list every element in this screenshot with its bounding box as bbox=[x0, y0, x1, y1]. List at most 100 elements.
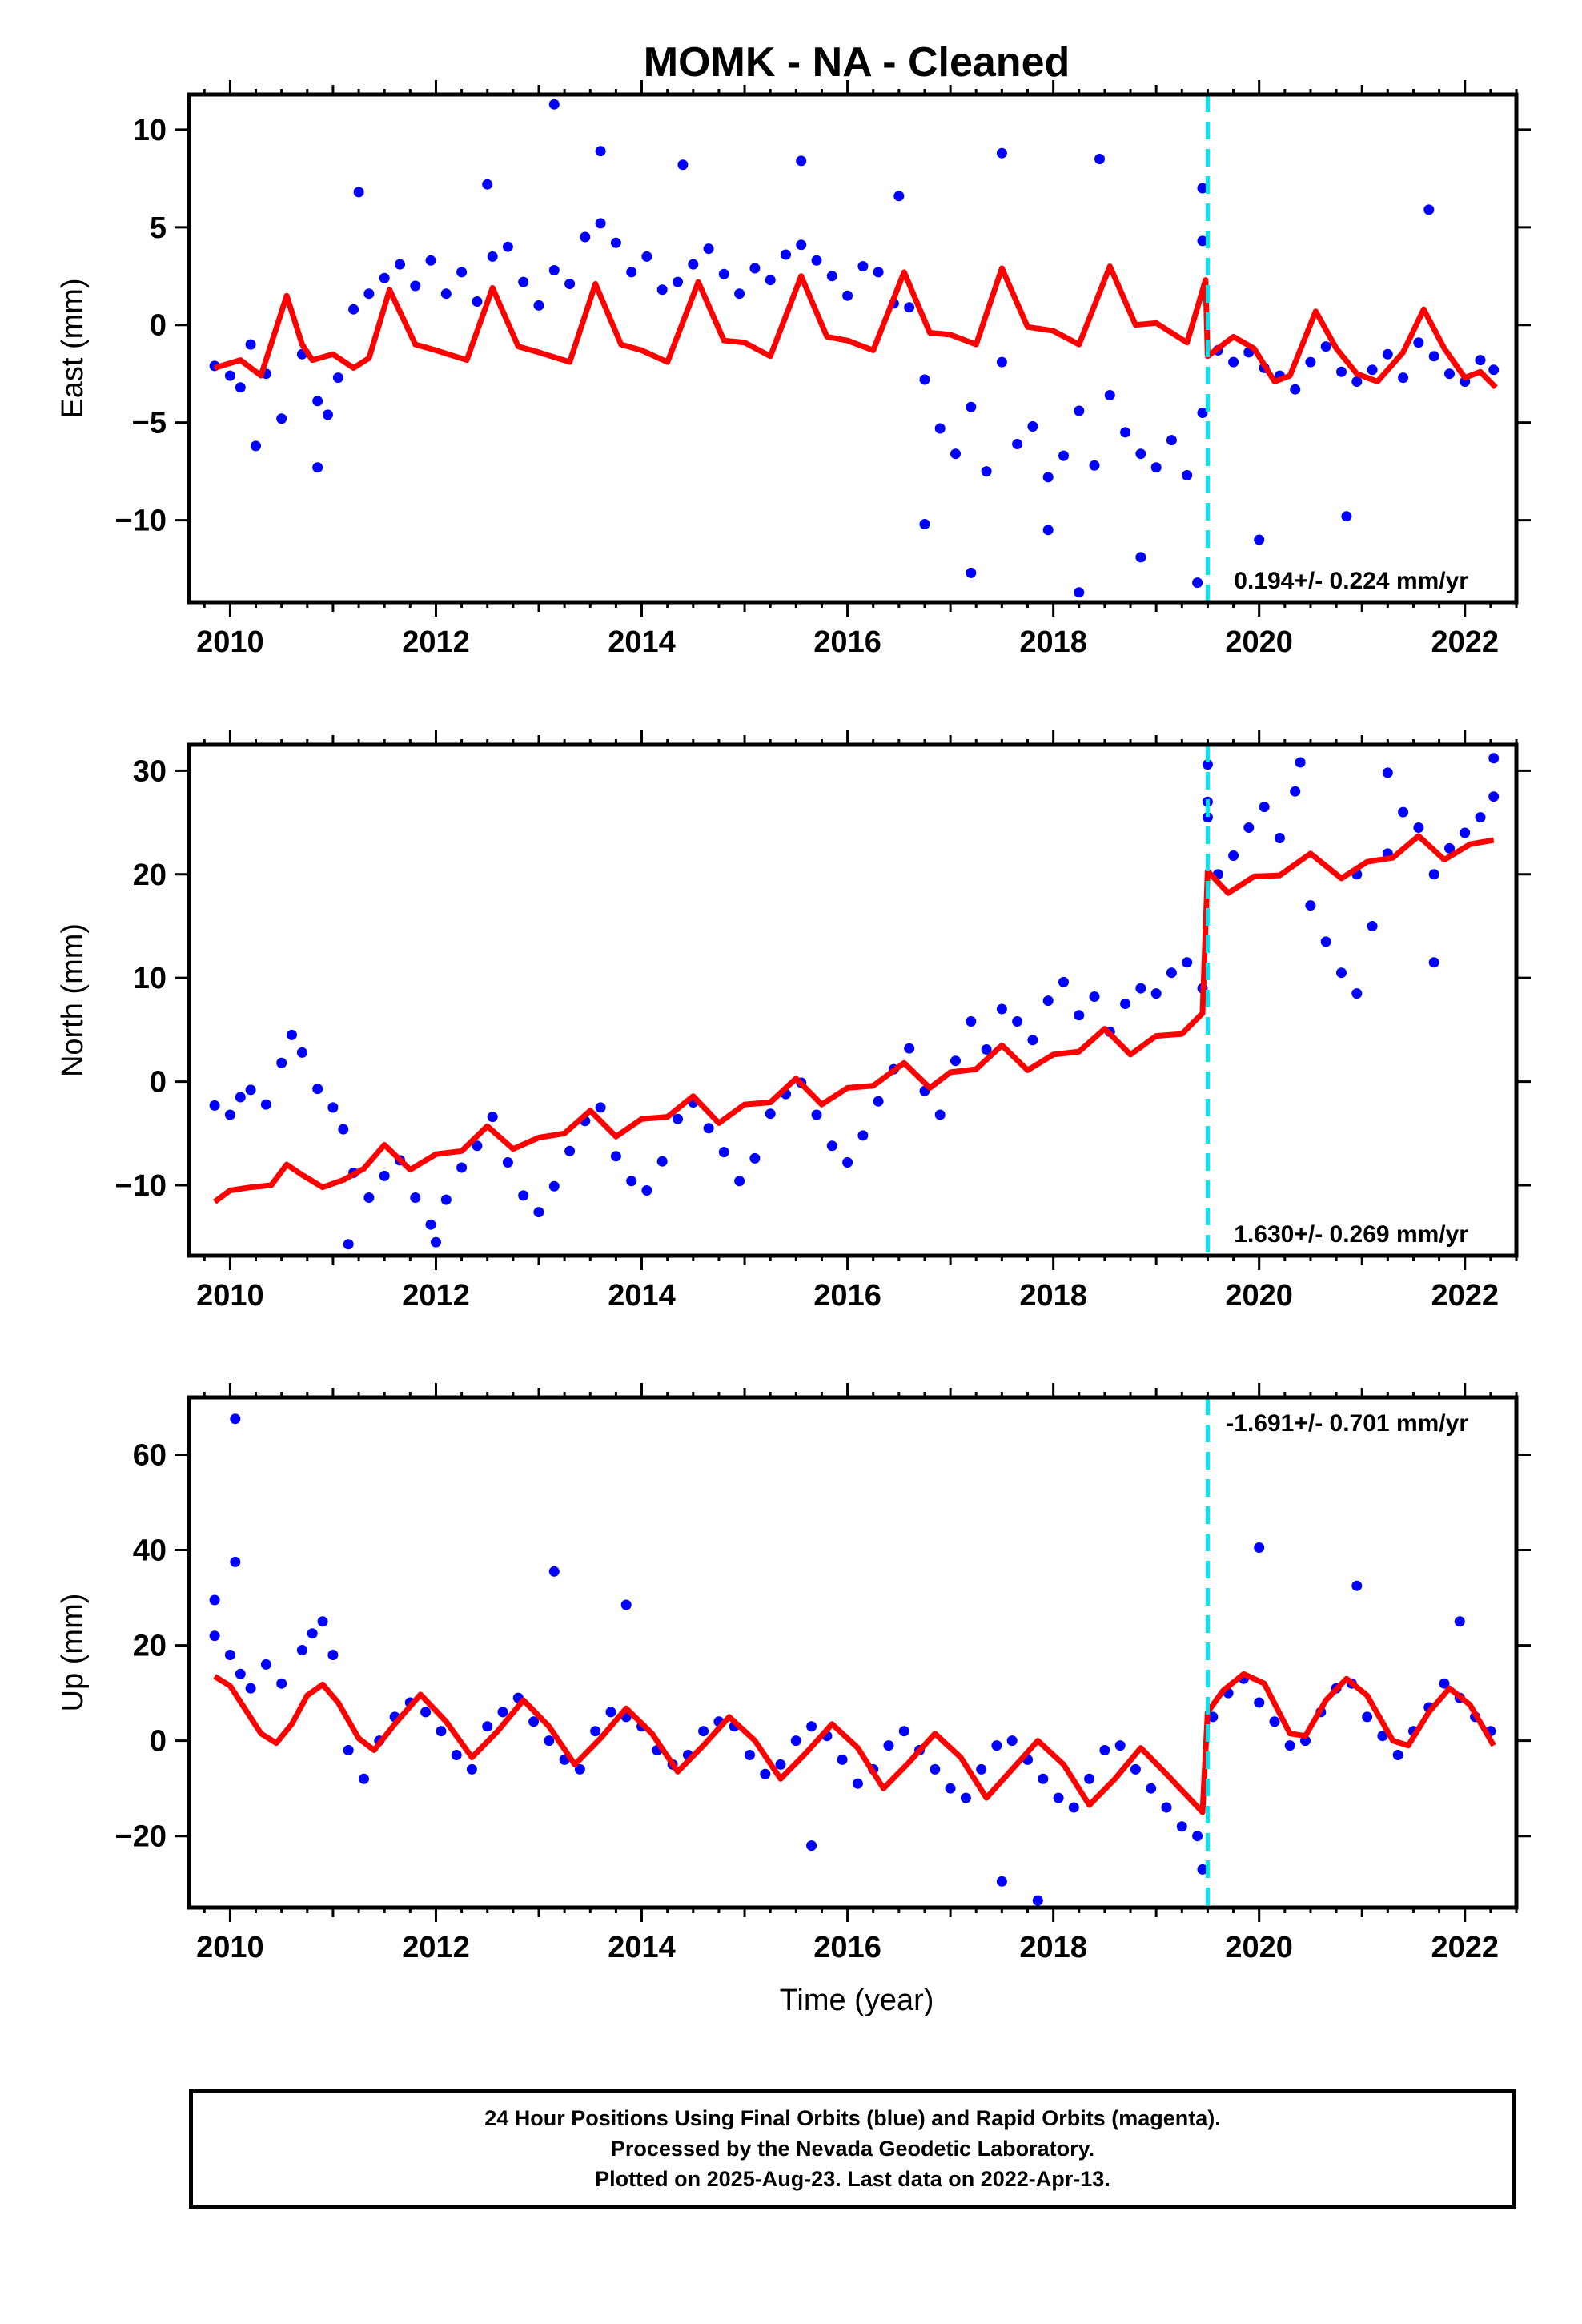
east-data-point bbox=[1166, 435, 1177, 446]
east-data-point bbox=[1475, 355, 1486, 366]
north-data-point bbox=[343, 1239, 354, 1250]
up-data-point bbox=[945, 1783, 956, 1794]
up-data-point bbox=[898, 1726, 909, 1737]
up-x-tick-label: 2012 bbox=[402, 1931, 470, 1964]
east-data-point bbox=[1135, 448, 1146, 460]
up-data-point bbox=[1377, 1731, 1388, 1742]
east-data-point bbox=[312, 462, 323, 473]
east-data-point bbox=[765, 275, 776, 286]
north-data-point bbox=[966, 1016, 977, 1027]
east-data-point bbox=[224, 370, 235, 381]
up-data-point bbox=[209, 1630, 220, 1642]
east-data-point bbox=[1423, 204, 1435, 215]
chart-title: MOMK - NA - Cleaned bbox=[644, 39, 1070, 86]
up-data-point bbox=[698, 1726, 709, 1737]
east-data-point bbox=[1398, 372, 1409, 384]
east-data-point bbox=[1197, 183, 1208, 194]
east-y-tick-label: 0 bbox=[150, 309, 167, 343]
east-data-point bbox=[1150, 462, 1162, 473]
up-y-axis-label: Up (mm) bbox=[56, 1594, 90, 1712]
east-x-tick-label: 2014 bbox=[608, 625, 676, 659]
north-data-point bbox=[1202, 812, 1213, 823]
up-data-point bbox=[466, 1763, 477, 1775]
up-data-point bbox=[544, 1735, 555, 1747]
east-data-point bbox=[410, 280, 421, 292]
up-data-point bbox=[852, 1778, 863, 1789]
north-data-point bbox=[1295, 757, 1306, 768]
up-data-point bbox=[230, 1556, 241, 1567]
up-data-point bbox=[224, 1650, 235, 1660]
up-data-point bbox=[1176, 1821, 1187, 1832]
east-data-point bbox=[981, 466, 992, 477]
east-data-point bbox=[379, 272, 390, 283]
north-data-point bbox=[410, 1192, 421, 1203]
up-data-point bbox=[760, 1768, 771, 1779]
up-data-point bbox=[1006, 1735, 1018, 1747]
north-data-point bbox=[1428, 869, 1439, 880]
east-rate-label: 0.194+/- 0.224 mm/yr bbox=[1234, 568, 1468, 594]
east-data-point bbox=[1197, 408, 1208, 418]
north-data-point bbox=[1089, 991, 1100, 1002]
east-data-point bbox=[1336, 366, 1347, 377]
north-data-point bbox=[1367, 921, 1378, 931]
up-data-point bbox=[1032, 1895, 1043, 1906]
north-data-point bbox=[287, 1029, 297, 1040]
up-data-point bbox=[1192, 1831, 1203, 1842]
north-data-point bbox=[1475, 812, 1486, 823]
x-axis-label: Time (year) bbox=[780, 1984, 934, 2017]
east-data-point bbox=[548, 99, 560, 110]
up-data-point bbox=[991, 1740, 1002, 1751]
up-frame bbox=[187, 1395, 1519, 1910]
north-data-point bbox=[564, 1145, 576, 1156]
east-data-point bbox=[1428, 351, 1439, 362]
up-data-point bbox=[605, 1707, 616, 1718]
east-data-point bbox=[548, 265, 560, 275]
east-data-point bbox=[1120, 427, 1131, 438]
east-data-point bbox=[1305, 356, 1316, 368]
up-data-point bbox=[1161, 1802, 1172, 1813]
north-data-point bbox=[1259, 802, 1270, 813]
up-x-tick-label: 2014 bbox=[608, 1931, 676, 1964]
panels-group: 2010 2012 2014 2016 2018 2020 20221050−5−10Eas… bbox=[56, 80, 1531, 1964]
up-y-tick-label: −20 bbox=[115, 1820, 167, 1854]
up-rate-label: -1.691+/- 0.701 mm/yr bbox=[1226, 1410, 1468, 1437]
north-data-point bbox=[641, 1185, 652, 1196]
up-data-point bbox=[296, 1645, 307, 1655]
up-data-point bbox=[1269, 1716, 1280, 1727]
up-data-point bbox=[1114, 1740, 1126, 1751]
north-data-point bbox=[235, 1092, 246, 1103]
up-data-point bbox=[930, 1763, 941, 1775]
north-data-point bbox=[610, 1151, 621, 1162]
north-data-point bbox=[1488, 791, 1500, 802]
east-data-point bbox=[1341, 511, 1352, 522]
north-data-point bbox=[950, 1055, 961, 1067]
north-data-point bbox=[312, 1084, 323, 1095]
north-data-point bbox=[518, 1190, 529, 1201]
east-data-point bbox=[1104, 390, 1115, 400]
north-data-point bbox=[440, 1194, 452, 1205]
east-x-tick-label: 2016 bbox=[813, 625, 881, 659]
up-data-point bbox=[1130, 1763, 1141, 1775]
up-data-point bbox=[343, 1745, 354, 1755]
east-data-point bbox=[718, 268, 729, 279]
north-data-point bbox=[595, 1102, 606, 1113]
east-data-point bbox=[518, 276, 529, 287]
north-data-point bbox=[338, 1124, 349, 1135]
up-data-point bbox=[1068, 1802, 1079, 1813]
north-plot-area bbox=[209, 745, 1500, 1256]
north-y-tick-label: −10 bbox=[115, 1169, 167, 1203]
east-data-point bbox=[1351, 376, 1363, 387]
east-data-point bbox=[1074, 587, 1085, 598]
up-data-point bbox=[528, 1716, 540, 1727]
north-data-point bbox=[1398, 806, 1409, 818]
north-data-point bbox=[224, 1109, 235, 1120]
north-data-point bbox=[1444, 842, 1455, 854]
north-data-point bbox=[1027, 1035, 1038, 1046]
east-data-point bbox=[482, 179, 493, 190]
east-data-point bbox=[656, 284, 668, 296]
north-data-point bbox=[472, 1140, 483, 1152]
up-data-point bbox=[317, 1616, 328, 1627]
east-data-point bbox=[796, 155, 807, 167]
east-data-point bbox=[425, 255, 436, 266]
